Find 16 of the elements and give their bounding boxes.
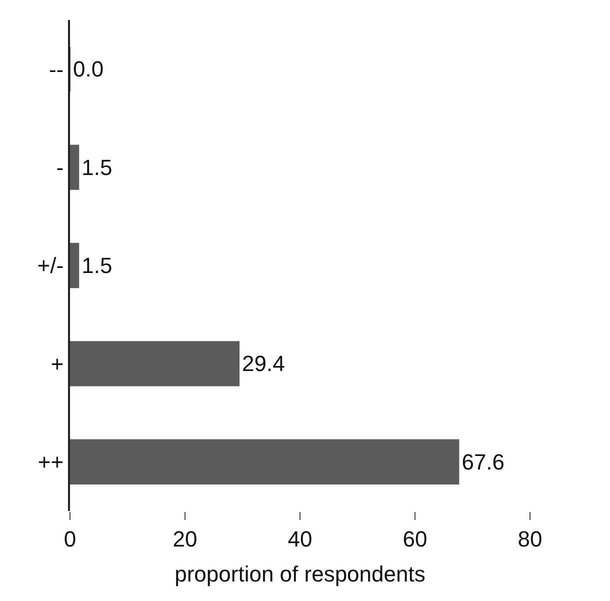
- data-label: 67.6: [462, 449, 505, 474]
- y-tick-label: +: [50, 351, 64, 376]
- y-tick-label: ++: [38, 450, 64, 475]
- x-tick-label: 20: [172, 526, 198, 552]
- y-tick-label: --: [48, 56, 64, 82]
- y-tick-label: -: [56, 155, 64, 180]
- x-axis-title: proportion of respondents: [174, 561, 426, 586]
- x-tick-label: 40: [288, 526, 312, 552]
- x-tick-label: 80: [518, 526, 542, 552]
- data-label: 29.4: [242, 351, 285, 376]
- data-label: 1.5: [82, 253, 112, 278]
- data-label: 1.5: [82, 154, 112, 180]
- data-label: 0.0: [73, 56, 104, 82]
- y-tick-label: +/-: [37, 253, 64, 278]
- x-tick-label: 0: [64, 526, 76, 552]
- x-tick-label: 60: [402, 526, 428, 552]
